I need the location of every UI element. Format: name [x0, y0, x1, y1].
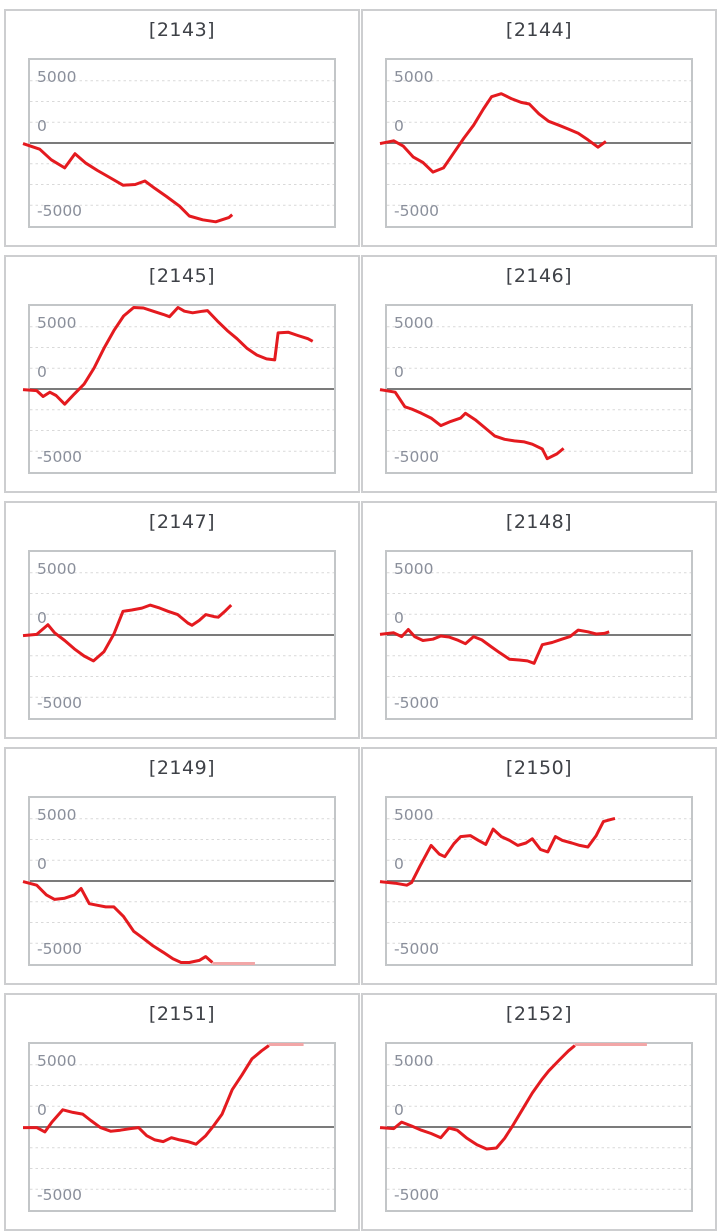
- slump-graph: 5000 0 -5000: [379, 314, 691, 466]
- slump-graph-plot: 5000 0 -5000: [23, 1042, 336, 1212]
- machine-chart-card: [2145] 5000 0 -5000: [4, 255, 360, 493]
- y-tick-label: 5000: [394, 560, 433, 578]
- slump-graph-plot: 5000 0 -5000: [22, 304, 336, 474]
- slump-graph: 5000 0 -5000: [379, 68, 691, 220]
- y-tick-label: -5000: [37, 694, 82, 712]
- slump-line: [22, 142, 234, 224]
- slump-graph-plot: 5000 0 -5000: [379, 796, 693, 966]
- y-tick-label: -5000: [394, 940, 439, 958]
- slump-graph-plot: 5000 0 -5000: [379, 58, 693, 228]
- slump-graph-plot: 5000 0 -5000: [22, 58, 336, 228]
- machine-number-title: [2151]: [148, 1003, 216, 1025]
- machine-number-title: [2147]: [148, 511, 216, 533]
- slump-graph-plot: 5000 0 -5000: [379, 550, 693, 720]
- slump-line: [379, 1044, 576, 1151]
- y-tick-label: 5000: [37, 806, 76, 824]
- machine-number-title: [2152]: [505, 1003, 573, 1025]
- y-tick-label: 0: [37, 855, 47, 873]
- machine-number-title: [2149]: [148, 757, 216, 779]
- y-tick-label: 0: [37, 609, 47, 627]
- y-tick-label: 0: [394, 117, 404, 135]
- slump-graph: 5000 0 -5000: [22, 806, 334, 965]
- y-tick-label: -5000: [394, 694, 439, 712]
- slump-line: [379, 816, 616, 887]
- machine-chart-card: [2152] 5000 0 -5000: [361, 993, 717, 1231]
- y-tick-label: 0: [394, 1101, 404, 1119]
- slump-line: [379, 388, 565, 461]
- machine-number-title: [2144]: [505, 19, 573, 41]
- slump-graph-plot: 5000 0 -5000: [379, 1042, 693, 1212]
- y-tick-label: 5000: [37, 314, 76, 332]
- machine-chart-card: [2146] 5000 0 -5000: [361, 255, 717, 493]
- slump-graph: 5000 0 -5000: [379, 560, 691, 712]
- slump-graph: 5000 0 -5000: [23, 1043, 334, 1204]
- y-tick-label: 0: [37, 1101, 47, 1119]
- y-tick-label: 5000: [37, 1052, 76, 1070]
- slump-line: [23, 1044, 270, 1146]
- slump-graph: 5000 0 -5000: [22, 306, 334, 466]
- y-tick-label: 0: [394, 363, 404, 381]
- slump-line: [22, 880, 214, 964]
- y-tick-label: -5000: [37, 448, 82, 466]
- y-tick-label: -5000: [394, 448, 439, 466]
- machine-chart-card: [2151] 5000 0 -5000: [4, 993, 360, 1231]
- y-tick-label: 0: [394, 855, 404, 873]
- machine-chart-card: [2144] 5000 0 -5000: [361, 9, 717, 247]
- slump-graph-plot: 5000 0 -5000: [379, 304, 693, 474]
- machine-chart-card: [2143] 5000 0 -5000: [4, 9, 360, 247]
- machine-chart-card: [2149] 5000 0 -5000: [4, 747, 360, 985]
- slump-graph-plot: 5000 0 -5000: [22, 550, 336, 720]
- machine-chart-card: [2147] 5000 0 -5000: [4, 501, 360, 739]
- y-tick-label: 5000: [37, 68, 76, 86]
- y-tick-label: 5000: [394, 1052, 433, 1070]
- machine-chart-card: [2150] 5000 0 -5000: [361, 747, 717, 985]
- y-tick-label: 0: [37, 117, 47, 135]
- machine-number-title: [2143]: [148, 19, 216, 41]
- y-tick-label: 5000: [394, 68, 433, 86]
- y-tick-label: 5000: [37, 560, 76, 578]
- slump-graph: 5000 0 -5000: [22, 68, 334, 224]
- machine-number-title: [2148]: [505, 511, 573, 533]
- y-tick-label: 0: [394, 609, 404, 627]
- y-tick-label: -5000: [37, 940, 82, 958]
- machine-chart-card: [2148] 5000 0 -5000: [361, 501, 717, 739]
- slump-graph-plot: 5000 0 -5000: [22, 796, 336, 966]
- y-tick-label: 5000: [394, 314, 433, 332]
- machine-number-title: [2145]: [148, 265, 216, 287]
- slump-line: [22, 306, 314, 406]
- y-tick-label: -5000: [37, 202, 82, 220]
- machine-number-title: [2150]: [505, 757, 573, 779]
- slump-graph: 5000 0 -5000: [22, 560, 334, 712]
- y-tick-label: -5000: [394, 202, 439, 220]
- slump-graph: 5000 0 -5000: [379, 1043, 691, 1204]
- slump-line: [379, 92, 607, 174]
- y-tick-label: 0: [37, 363, 47, 381]
- slump-line: [379, 628, 610, 665]
- y-tick-label: 5000: [394, 806, 433, 824]
- y-tick-label: -5000: [37, 1186, 82, 1204]
- machine-number-title: [2146]: [505, 265, 573, 287]
- y-tick-label: -5000: [394, 1186, 439, 1204]
- slump-line: [22, 603, 233, 663]
- slump-graph: 5000 0 -5000: [379, 806, 691, 958]
